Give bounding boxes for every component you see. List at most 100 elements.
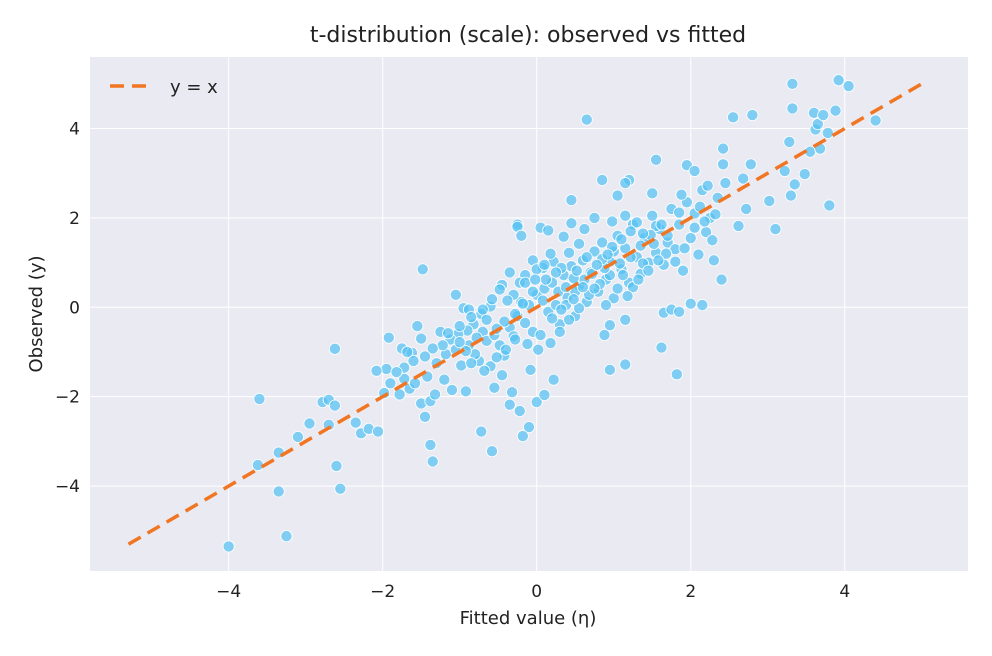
data-point: [719, 177, 732, 190]
data-point: [475, 425, 488, 438]
data-point: [606, 215, 619, 228]
data-point: [732, 219, 745, 232]
data-point: [438, 373, 451, 386]
data-point: [869, 114, 882, 127]
data-point: [619, 177, 632, 190]
data-point: [613, 257, 626, 270]
data-point: [519, 276, 532, 289]
data-point: [449, 288, 462, 301]
data-point: [642, 264, 655, 277]
data-point: [624, 225, 637, 238]
data-point: [529, 273, 542, 286]
data-point: [798, 168, 811, 181]
data-point: [490, 351, 503, 364]
data-point: [534, 329, 547, 342]
data-point: [740, 202, 753, 215]
data-point: [565, 194, 578, 207]
data-point: [580, 113, 593, 126]
data-point: [698, 215, 711, 228]
data-point: [611, 282, 624, 295]
data-point: [678, 242, 691, 255]
data-point: [630, 216, 643, 229]
data-point: [746, 109, 759, 122]
tick-labels: −4 −2 0 2 4 −4 −2 0 2 4: [55, 120, 850, 602]
data-point: [821, 126, 834, 139]
data-point: [382, 331, 395, 344]
data-point: [465, 357, 478, 370]
data-point: [655, 218, 668, 231]
data-point: [416, 263, 429, 276]
data-point: [436, 339, 449, 352]
data-point: [596, 236, 609, 249]
data-point: [480, 313, 493, 326]
legend: y = x: [110, 77, 218, 98]
data-point: [576, 281, 589, 294]
data-point: [727, 111, 740, 124]
data-point: [717, 158, 730, 171]
data-point: [596, 173, 609, 186]
data-point: [675, 188, 688, 201]
data-point: [419, 350, 432, 363]
data-point: [509, 333, 522, 346]
data-point: [570, 264, 583, 277]
data-point: [291, 430, 304, 443]
data-point: [544, 337, 557, 350]
data-point: [542, 224, 555, 237]
data-point: [384, 377, 397, 390]
data-point: [621, 290, 634, 303]
data-point: [426, 342, 439, 355]
y-tick-label: 4: [69, 120, 80, 140]
data-point: [701, 179, 714, 192]
data-point: [370, 364, 383, 377]
data-point: [426, 455, 439, 468]
data-point: [515, 229, 528, 242]
data-point: [442, 327, 455, 340]
data-point: [521, 337, 534, 350]
data-point: [499, 343, 512, 356]
data-point: [670, 368, 683, 381]
data-point: [280, 530, 293, 543]
y-tick-label: 2: [69, 209, 80, 229]
data-point: [769, 223, 782, 236]
data-point: [503, 266, 516, 279]
data-point: [532, 343, 545, 356]
data-point: [646, 209, 659, 222]
data-point: [501, 294, 514, 307]
data-point: [390, 366, 403, 379]
data-point: [603, 363, 616, 376]
data-point: [407, 354, 420, 367]
data-point: [615, 233, 628, 246]
y-axis-label: Observed (y): [26, 255, 47, 372]
data-point: [453, 336, 466, 349]
data-point: [424, 438, 437, 451]
data-point: [611, 189, 624, 202]
data-point: [519, 316, 532, 329]
data-point: [493, 283, 506, 296]
data-point: [709, 208, 722, 221]
y-tick-label: −2: [55, 388, 80, 408]
data-point: [632, 273, 645, 286]
data-point: [486, 293, 499, 306]
data-point: [786, 102, 799, 115]
data-point: [829, 104, 842, 117]
data-point: [684, 232, 697, 245]
data-point: [557, 230, 570, 243]
data-point: [588, 211, 601, 224]
data-point: [429, 388, 442, 401]
data-point: [253, 392, 266, 405]
data-point: [786, 77, 799, 90]
data-point: [707, 254, 720, 267]
data-point: [590, 258, 603, 271]
data-point: [744, 158, 757, 171]
y-tick-label: 0: [69, 298, 80, 318]
data-point: [601, 248, 614, 261]
data-point: [573, 302, 586, 315]
data-point: [788, 178, 801, 191]
data-point: [547, 373, 560, 386]
data-point: [411, 320, 424, 333]
data-point: [567, 293, 580, 306]
data-point: [465, 311, 478, 324]
data-point: [565, 217, 578, 230]
data-point: [453, 320, 466, 333]
